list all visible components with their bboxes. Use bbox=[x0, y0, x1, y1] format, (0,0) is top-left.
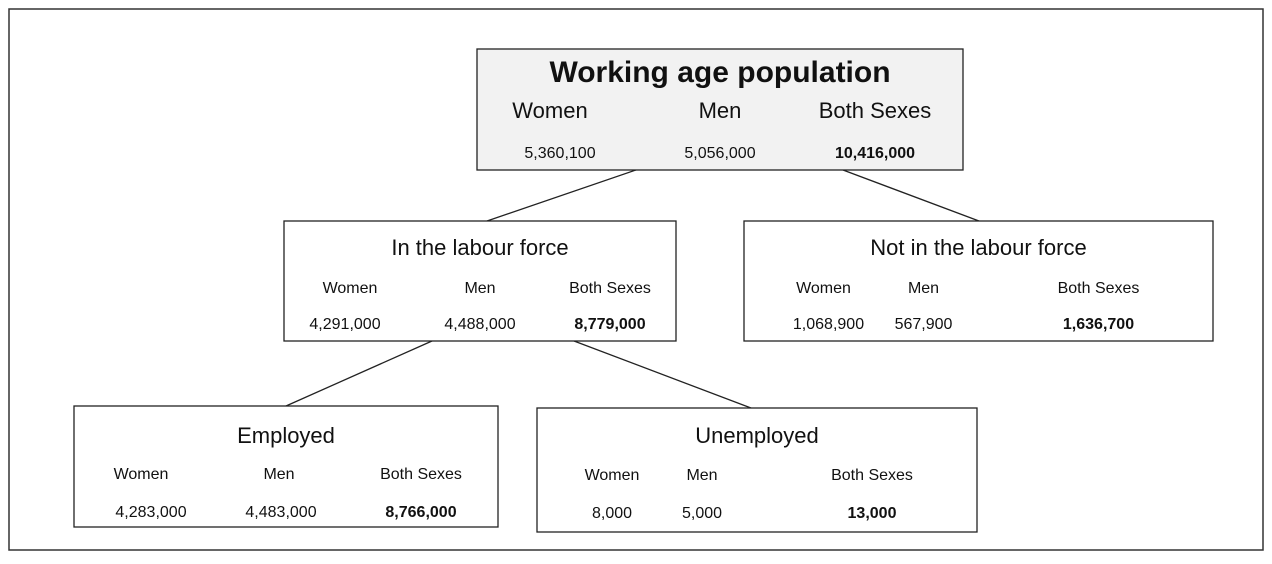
column-header: Both Sexes bbox=[1058, 280, 1140, 297]
column-header: Men bbox=[263, 466, 294, 483]
node-box bbox=[476, 48, 964, 171]
count: 1,068,900 bbox=[793, 316, 864, 333]
count: 4,488,000 bbox=[444, 316, 515, 333]
node-title: Employed bbox=[237, 423, 335, 448]
connector bbox=[285, 340, 433, 407]
connectors bbox=[285, 169, 980, 409]
column-header: Women bbox=[585, 467, 640, 484]
count: 13,000 bbox=[848, 505, 897, 522]
node-box bbox=[536, 407, 978, 533]
node-title: Unemployed bbox=[695, 423, 819, 448]
connector bbox=[486, 169, 637, 222]
count: 5,360,100 bbox=[524, 145, 595, 162]
column-header: Women bbox=[796, 280, 851, 297]
node-box bbox=[73, 405, 499, 528]
connector bbox=[573, 340, 752, 409]
column-header: Both Sexes bbox=[380, 466, 462, 483]
node-box bbox=[743, 220, 1214, 342]
column-header: Men bbox=[699, 98, 742, 123]
column-header: Women bbox=[114, 466, 169, 483]
column-header: Both Sexes bbox=[819, 98, 932, 123]
column-header: Men bbox=[464, 280, 495, 297]
column-header: Both Sexes bbox=[569, 280, 651, 297]
column-header: Women bbox=[512, 98, 587, 123]
count: 1,636,700 bbox=[1063, 316, 1134, 333]
count: 5,000 bbox=[682, 505, 722, 522]
node-title: Not in the labour force bbox=[870, 235, 1086, 260]
count: 8,779,000 bbox=[574, 316, 645, 333]
connector bbox=[842, 169, 980, 222]
count: 4,291,000 bbox=[309, 316, 380, 333]
column-header: Men bbox=[908, 280, 939, 297]
node-title: Working age population bbox=[549, 56, 890, 89]
node-title: In the labour force bbox=[391, 235, 568, 260]
count: 10,416,000 bbox=[835, 145, 915, 162]
count: 8,000 bbox=[592, 505, 632, 522]
column-header: Women bbox=[323, 280, 378, 297]
column-header: Both Sexes bbox=[831, 467, 913, 484]
count: 8,766,000 bbox=[385, 504, 456, 521]
node-box bbox=[283, 220, 677, 342]
count: 5,056,000 bbox=[684, 145, 755, 162]
column-header: Men bbox=[686, 467, 717, 484]
count: 567,900 bbox=[895, 316, 953, 333]
count: 4,283,000 bbox=[115, 504, 186, 521]
count: 4,483,000 bbox=[245, 504, 316, 521]
